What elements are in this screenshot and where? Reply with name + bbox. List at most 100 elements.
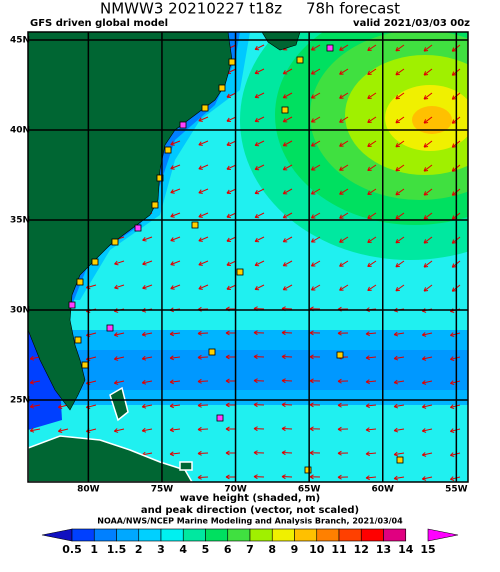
north-america-land	[28, 32, 233, 411]
vector	[226, 188, 237, 195]
vector	[225, 450, 237, 456]
vector	[170, 236, 181, 242]
vector	[142, 236, 153, 242]
vector	[421, 404, 433, 409]
vector	[281, 474, 293, 480]
vector	[339, 212, 349, 219]
station	[74, 336, 82, 344]
vector	[282, 164, 293, 171]
vector	[198, 212, 209, 218]
vector	[367, 236, 377, 244]
vector	[339, 164, 349, 171]
vector	[365, 451, 377, 457]
vector	[310, 188, 321, 195]
station	[236, 268, 244, 276]
vector	[254, 188, 265, 195]
vector	[449, 476, 461, 482]
vector	[169, 403, 181, 409]
vector	[423, 212, 433, 220]
colorbar-segment	[227, 528, 251, 542]
vector	[198, 164, 209, 170]
vector	[254, 92, 265, 99]
vector	[449, 356, 461, 362]
lon-label: 60W	[372, 485, 395, 495]
vector	[339, 140, 349, 147]
station	[304, 466, 312, 474]
vector	[310, 44, 321, 51]
station	[218, 84, 226, 92]
lon-label: 80W	[77, 485, 100, 495]
vector	[282, 92, 293, 99]
vector	[198, 284, 209, 290]
station	[156, 174, 164, 182]
vector	[337, 426, 349, 432]
vector	[395, 116, 405, 124]
colorbar-segment	[116, 528, 140, 542]
vector	[254, 260, 265, 267]
vector	[197, 354, 209, 360]
vector	[421, 380, 433, 385]
vector	[282, 212, 293, 219]
station	[201, 104, 209, 112]
colorbar-arrow	[427, 528, 459, 542]
vector	[254, 212, 265, 219]
vector	[393, 355, 405, 361]
colorbar-label: 0.5	[62, 543, 82, 556]
lon-label: 65W	[298, 485, 321, 495]
vector	[339, 68, 349, 75]
vector	[197, 450, 209, 456]
station	[296, 56, 304, 64]
bahamas-land	[109, 386, 129, 422]
vector	[226, 212, 237, 219]
vector	[449, 404, 461, 410]
vector	[253, 330, 265, 336]
vector	[339, 116, 349, 123]
station	[396, 456, 404, 464]
vector	[226, 164, 237, 171]
colorbar-segment	[205, 528, 229, 542]
vector	[367, 68, 377, 76]
colorbar-segment	[182, 528, 206, 542]
colorbar-label: 8	[268, 543, 276, 556]
vector	[113, 428, 125, 433]
vector	[254, 116, 265, 123]
vector	[170, 188, 181, 194]
vector	[225, 426, 237, 432]
vector	[282, 188, 293, 195]
vector	[367, 188, 377, 196]
station	[228, 58, 236, 66]
colorbar-segment	[316, 528, 340, 542]
colorbar-label: 1	[90, 543, 98, 556]
station	[106, 324, 114, 332]
colorbar-label: 3	[157, 543, 165, 556]
lat-label: 45N	[10, 36, 30, 46]
vector	[423, 68, 433, 76]
title: NMWW3 20210227 t18z 78h forecast	[100, 0, 400, 18]
vector	[367, 44, 377, 52]
vector	[367, 284, 377, 292]
vector	[142, 260, 153, 266]
station	[134, 224, 142, 232]
colorbar-label: 2	[135, 543, 143, 556]
colorbar-segment	[160, 528, 184, 542]
vector	[226, 284, 237, 291]
vector	[282, 284, 293, 291]
vector	[365, 427, 377, 433]
vector	[281, 330, 293, 336]
vector	[393, 427, 405, 433]
station	[81, 361, 89, 369]
vector	[142, 284, 153, 290]
wave-zone-10	[412, 106, 452, 134]
vector	[254, 236, 265, 243]
station	[179, 121, 187, 129]
vector	[395, 92, 405, 100]
vector	[309, 474, 321, 480]
vector	[170, 140, 181, 146]
vector	[423, 164, 433, 172]
station	[208, 348, 216, 356]
vector	[421, 476, 433, 481]
station	[164, 146, 172, 154]
colorbar-label: 1.5	[107, 543, 127, 556]
vector	[281, 450, 293, 456]
